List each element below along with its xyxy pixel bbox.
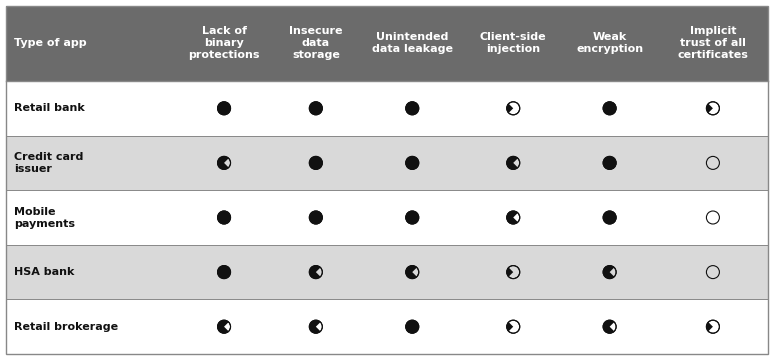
Wedge shape	[507, 267, 513, 277]
Wedge shape	[603, 320, 615, 333]
Circle shape	[707, 102, 719, 115]
Circle shape	[707, 211, 719, 224]
Bar	[6, 6, 768, 81]
Circle shape	[507, 156, 519, 170]
Wedge shape	[507, 104, 513, 113]
Circle shape	[707, 320, 719, 333]
Circle shape	[406, 211, 419, 224]
Bar	[6, 190, 768, 245]
Text: Unintended
data leakage: Unintended data leakage	[372, 32, 453, 54]
Text: Lack of
binary
protections: Lack of binary protections	[188, 27, 260, 60]
Bar	[6, 245, 768, 300]
Circle shape	[310, 211, 322, 224]
Circle shape	[310, 320, 322, 333]
Wedge shape	[310, 320, 320, 333]
Text: HSA bank: HSA bank	[14, 267, 74, 277]
Circle shape	[707, 156, 719, 170]
Wedge shape	[310, 266, 320, 279]
Circle shape	[310, 211, 322, 224]
Wedge shape	[217, 156, 228, 170]
Wedge shape	[217, 320, 228, 333]
Text: Weak
encryption: Weak encryption	[576, 32, 643, 54]
Circle shape	[507, 102, 519, 115]
Circle shape	[406, 102, 419, 115]
Circle shape	[310, 266, 322, 279]
Circle shape	[603, 102, 616, 115]
Circle shape	[603, 102, 616, 115]
Circle shape	[217, 266, 231, 279]
Circle shape	[310, 156, 322, 170]
Circle shape	[406, 102, 419, 115]
Bar	[6, 136, 768, 190]
Wedge shape	[603, 266, 615, 279]
Circle shape	[507, 266, 519, 279]
Text: Implicit
trust of all
certificates: Implicit trust of all certificates	[677, 27, 748, 60]
Bar	[6, 300, 768, 354]
Circle shape	[406, 211, 419, 224]
Circle shape	[707, 266, 719, 279]
Circle shape	[310, 102, 322, 115]
Wedge shape	[507, 156, 518, 170]
Circle shape	[217, 320, 231, 333]
Circle shape	[217, 211, 231, 224]
Text: Mobile
payments: Mobile payments	[14, 207, 75, 229]
Circle shape	[310, 156, 322, 170]
Text: Client-side
injection: Client-side injection	[480, 32, 546, 54]
Wedge shape	[406, 266, 417, 279]
Text: Type of app: Type of app	[14, 39, 87, 49]
Circle shape	[507, 320, 519, 333]
Circle shape	[217, 102, 231, 115]
Bar	[6, 81, 768, 136]
Circle shape	[217, 102, 231, 115]
Text: Retail bank: Retail bank	[14, 103, 84, 113]
Circle shape	[406, 320, 419, 333]
Text: Insecure
data
storage: Insecure data storage	[289, 27, 343, 60]
Circle shape	[406, 320, 419, 333]
Circle shape	[217, 211, 231, 224]
Wedge shape	[707, 322, 713, 331]
Text: Credit card
issuer: Credit card issuer	[14, 152, 84, 174]
Circle shape	[507, 211, 519, 224]
Circle shape	[603, 211, 616, 224]
Circle shape	[406, 156, 419, 170]
Circle shape	[406, 266, 419, 279]
Circle shape	[603, 156, 616, 170]
Circle shape	[603, 266, 616, 279]
Circle shape	[603, 156, 616, 170]
Circle shape	[603, 211, 616, 224]
Circle shape	[310, 102, 322, 115]
Text: Retail brokerage: Retail brokerage	[14, 322, 118, 332]
Circle shape	[406, 156, 419, 170]
Circle shape	[603, 320, 616, 333]
Circle shape	[217, 266, 231, 279]
Wedge shape	[507, 322, 513, 331]
Wedge shape	[507, 211, 518, 224]
Wedge shape	[707, 104, 713, 113]
Circle shape	[217, 156, 231, 170]
